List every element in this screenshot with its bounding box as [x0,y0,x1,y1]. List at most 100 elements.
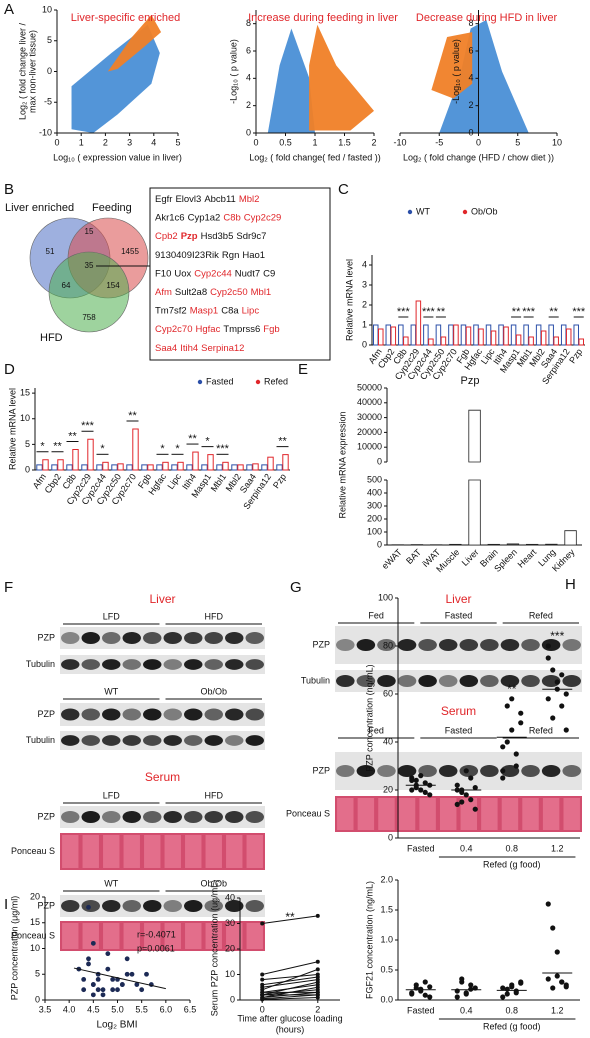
ponceau-lane [501,798,519,830]
row-label: Tubulin [301,675,330,685]
data-point [119,982,125,987]
data-point [454,988,460,994]
blot-band [356,675,376,687]
y-tick-label: 400 [367,487,382,497]
row-label: Tubulin [26,735,55,745]
blot-band [521,639,540,651]
y-axis-label: PZP concentration (μg/ml) [9,896,19,1001]
bar [156,464,163,471]
bar [415,300,422,346]
blot-band [122,708,141,721]
bar [490,330,497,346]
data-point [468,797,474,803]
blot-band [245,659,264,670]
row-label: Ponceau S [286,808,330,818]
blot-band [377,639,396,651]
panel-letter: C [338,181,349,198]
x-tick-label: 0 [476,137,481,147]
blot-band [102,632,121,644]
gene-name: Masp1 [190,305,219,316]
data-point [472,806,478,812]
data-point [559,672,565,678]
blot-band [225,735,244,746]
panel-title: Pzp [461,375,480,387]
ponceau-lane [226,923,243,949]
y-tick-label: 60 [383,688,393,698]
data-point [413,785,419,791]
blot-band [438,639,458,651]
gene-line: Cyp2c70 Hgfac Tmprss6 Fgb [155,324,280,335]
y-tick-label: 500 [367,474,382,484]
bar [222,461,229,471]
point-cloud [107,14,162,72]
y-tick-label: 10000 [357,442,382,452]
x-tick-label: Pzp [567,347,584,365]
data-point [90,940,96,946]
gene-name: Uox [174,268,191,279]
gene-name: Tmprss6 [223,324,260,335]
row-label: PZP [37,632,55,642]
blot-band [459,675,479,687]
data-point [409,787,415,793]
x-tick-label: -5 [435,137,443,147]
bar [453,324,459,346]
significance: * [160,443,165,455]
ponceau-lane [62,923,79,949]
bar [540,330,547,346]
data-point [105,966,111,972]
x-axis-label: (hours) [276,1024,305,1034]
data-point [550,715,556,721]
data-point [550,925,556,931]
gene-name: Pzp [181,231,198,242]
bar [578,338,584,346]
blot-band [184,632,203,644]
legend-label: Fasted [206,376,234,386]
bar [171,464,178,471]
section-title: Serum [441,704,476,718]
bar [523,324,529,346]
bar [498,324,504,346]
blot-background [335,626,582,664]
group-label: Fed [368,725,384,735]
data-point [563,727,569,733]
data-point [472,785,478,791]
blot-band [204,811,223,823]
gene-name: Itih4 [180,342,198,353]
x-tick-label: 4.0 [63,1004,76,1014]
blot-band [397,639,417,651]
bar [385,324,392,346]
bar [390,326,397,346]
blot-band [204,632,223,644]
blot-band [225,659,244,670]
ponceau-lane [337,798,354,830]
row-label: PZP [312,765,330,775]
data-point [95,977,101,982]
bar [186,464,193,471]
ponceau-lane [123,923,140,949]
venn-count: 758 [82,313,96,322]
blot-band [245,900,264,912]
y-tick-label: 200 [367,513,382,523]
blot-band [163,735,182,746]
y-tick-label: 0 [377,456,382,466]
y-tick-label: 15 [30,917,40,927]
gene-line: Saa4 Itih4 Serpina12 [155,342,244,353]
data-point [260,992,265,997]
significance: *** [522,306,536,318]
bar [117,463,124,471]
blot-band [204,659,223,670]
data-point [129,971,135,977]
data-point [550,985,556,991]
blot-band [61,708,80,721]
y-tick-label: 0 [246,127,251,137]
x-tick-label: Cbp2 [43,472,64,495]
data-point [559,703,565,709]
gene-name: Elovl3 [175,194,201,205]
y-axis-label: Relative mRNA level [7,388,17,470]
blot-band [122,632,141,644]
blot-band [541,765,561,777]
y-tick-label: -10 [39,127,52,137]
blot-band [245,632,264,644]
y-tick-label: 4 [362,259,367,269]
blot-band [163,632,182,644]
